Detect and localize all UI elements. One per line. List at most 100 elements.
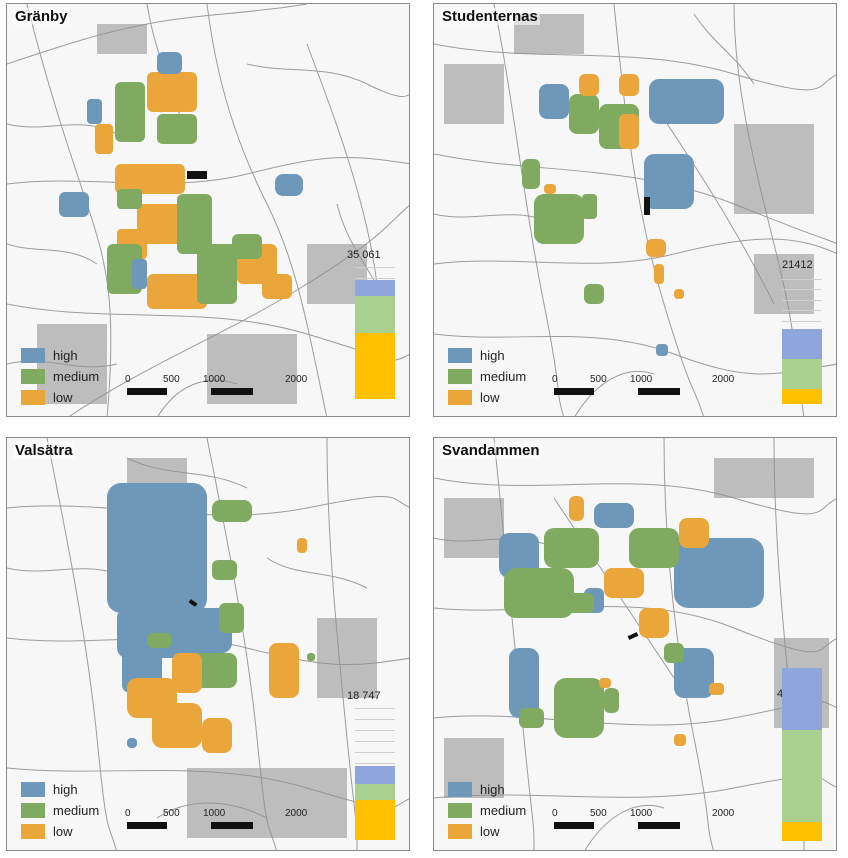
legend-swatch-high <box>21 348 45 363</box>
gauge-gridline <box>355 730 395 731</box>
buildings-low <box>95 72 292 309</box>
route-segment <box>644 197 650 215</box>
gauge-segment-high <box>355 766 395 784</box>
scale-label-1000: 1000 <box>203 374 226 385</box>
route-segment <box>187 171 207 179</box>
gauge: 21412 <box>782 259 822 404</box>
scale-label-500: 500 <box>590 374 607 385</box>
panel-title: Gränby <box>13 8 70 25</box>
scale-bar: 0 500 1000 2000 <box>125 374 307 404</box>
legend-label-high: high <box>53 782 78 797</box>
legend: high medium low <box>21 779 99 842</box>
gauge-segment-low <box>782 822 822 841</box>
scale-label-0: 0 <box>125 808 131 819</box>
map-valsatra <box>7 438 409 850</box>
gauge-total: 18 747 <box>347 690 381 702</box>
legend-swatch-high <box>448 782 472 797</box>
legend-item-medium: medium <box>21 800 99 821</box>
dense-fabric <box>444 458 829 798</box>
scale-segment-2 <box>211 388 253 395</box>
legend-item-high: high <box>21 345 99 366</box>
gauge-gridline <box>782 321 822 322</box>
map-panel-svandammen: Svandammen high medium low 0 500 1000 20… <box>433 437 837 851</box>
map-panel-studenternas: Studenternas high medium low 0 500 1000 … <box>433 3 837 417</box>
scale-segment-1 <box>127 388 167 395</box>
map-panel-granby: Gränby high medium low 0 500 1000 2000 3… <box>6 3 410 417</box>
scale-label-1000: 1000 <box>630 808 653 819</box>
gauge-gridline <box>355 278 395 279</box>
buildings-low <box>569 496 724 746</box>
gauge-gridline <box>355 267 395 268</box>
scale-label-1000: 1000 <box>203 808 226 819</box>
scale-segment-2 <box>638 388 680 395</box>
legend-item-medium: medium <box>448 366 526 387</box>
gauge-total: 35 061 <box>347 249 381 261</box>
scale-bar: 0 500 1000 2000 <box>552 374 734 404</box>
legend-item-low: low <box>21 387 99 408</box>
legend-item-low: low <box>21 821 99 842</box>
gauge-gridline <box>355 719 395 720</box>
gauge-segment-high <box>782 329 822 359</box>
legend-swatch-medium <box>448 803 472 818</box>
legend-swatch-low <box>21 390 45 405</box>
scale-label-500: 500 <box>163 374 180 385</box>
legend-label-low: low <box>53 390 73 405</box>
buildings-medium <box>504 528 684 738</box>
gauge: 18 747 <box>347 690 395 840</box>
gauge: 457134 <box>777 668 822 841</box>
panel-title: Valsätra <box>13 442 75 459</box>
legend-swatch-low <box>21 824 45 839</box>
legend-label-low: low <box>480 390 500 405</box>
scale-segment-2 <box>211 822 253 829</box>
legend-item-high: high <box>448 779 526 800</box>
panel-title: Studenternas <box>440 8 540 25</box>
legend-swatch-low <box>448 824 472 839</box>
scale-segment-1 <box>554 822 594 829</box>
legend-label-high: high <box>53 348 78 363</box>
gauge-gridline <box>355 708 395 709</box>
map-studenternas <box>434 4 836 416</box>
legend-label-low: low <box>53 824 73 839</box>
buildings-high <box>59 52 303 289</box>
scale-label-2000: 2000 <box>285 808 308 819</box>
gauge-total: 21412 <box>782 259 813 271</box>
buildings-high <box>499 503 764 718</box>
scale-label-0: 0 <box>552 374 558 385</box>
gauge-segment-high <box>355 280 395 296</box>
gauge-track <box>782 279 822 404</box>
route-segment <box>188 599 198 607</box>
gauge-track <box>355 708 395 840</box>
legend-swatch-medium <box>21 369 45 384</box>
scale-label-2000: 2000 <box>712 808 735 819</box>
gauge-gridline <box>782 279 822 280</box>
gauge-segment-medium <box>782 359 822 389</box>
gauge-gridline <box>355 763 395 764</box>
legend: high medium low <box>448 779 526 842</box>
legend-item-high: high <box>21 779 99 800</box>
scale-label-500: 500 <box>163 808 180 819</box>
gauge-segment-low <box>782 389 822 404</box>
legend-swatch-high <box>21 782 45 797</box>
buildings-high <box>539 79 724 356</box>
scale-segment-1 <box>554 388 594 395</box>
scale-label-0: 0 <box>125 374 131 385</box>
legend-label-low: low <box>480 824 500 839</box>
scale-segment-2 <box>638 822 680 829</box>
legend: high medium low <box>448 345 526 408</box>
legend-item-high: high <box>448 345 526 366</box>
legend-label-medium: medium <box>480 803 527 818</box>
gauge-segment-medium <box>355 296 395 333</box>
legend-item-low: low <box>448 821 526 842</box>
gauge-segment-low <box>355 800 395 840</box>
gauge-track <box>782 668 822 841</box>
gauge-gridline <box>355 752 395 753</box>
map-panel-valsatra: Valsätra high medium low 0 500 1000 2000… <box>6 437 410 851</box>
legend-swatch-low <box>448 390 472 405</box>
panel-title: Svandammen <box>440 442 542 459</box>
gauge-gridline <box>782 289 822 290</box>
gauge-gridline <box>782 300 822 301</box>
buildings-low <box>127 538 307 753</box>
gauge-segment-medium <box>355 784 395 800</box>
legend-label-medium: medium <box>480 369 527 384</box>
scale-label-500: 500 <box>590 808 607 819</box>
